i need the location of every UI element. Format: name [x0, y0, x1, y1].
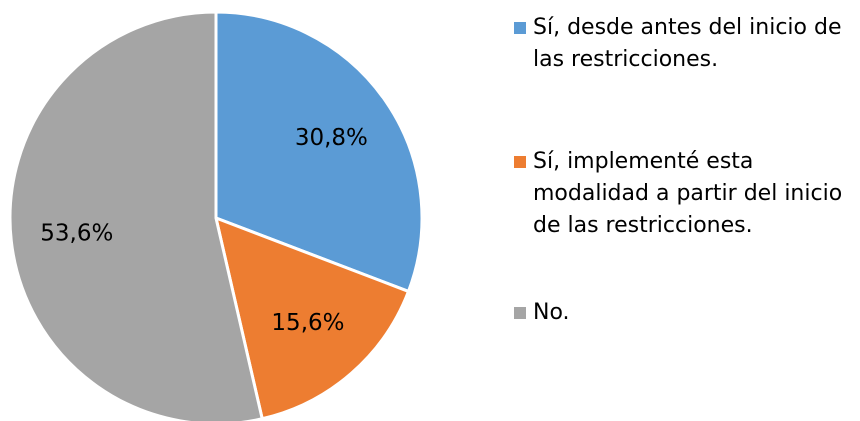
legend-label: Sí, desde antes del inicio de las restri…: [533, 15, 842, 72]
legend-label: Sí, implementé esta modalidad a partir d…: [533, 149, 843, 238]
data-label: 53,6%: [40, 220, 113, 246]
legend-entry: Sí, desde antes del inicio de las restri…: [512, 12, 857, 76]
pie-slice: [214, 10, 424, 294]
legend-swatch: [514, 156, 526, 168]
data-label: 30,8%: [295, 125, 368, 151]
legend-swatch: [514, 22, 526, 34]
legend-entry: Sí, implementé esta modalidad a partir d…: [512, 146, 857, 242]
legend-entry: No.: [512, 297, 857, 329]
legend-label: No.: [533, 300, 570, 325]
legend: Sí, desde antes del inicio de las restri…: [512, 12, 857, 329]
data-label: 15,6%: [271, 310, 344, 336]
legend-swatch: [514, 307, 526, 319]
pie-slice: [8, 10, 264, 421]
chart: 30,8% 15,6% 53,6%: [8, 10, 424, 421]
pie-slice: [213, 215, 411, 421]
